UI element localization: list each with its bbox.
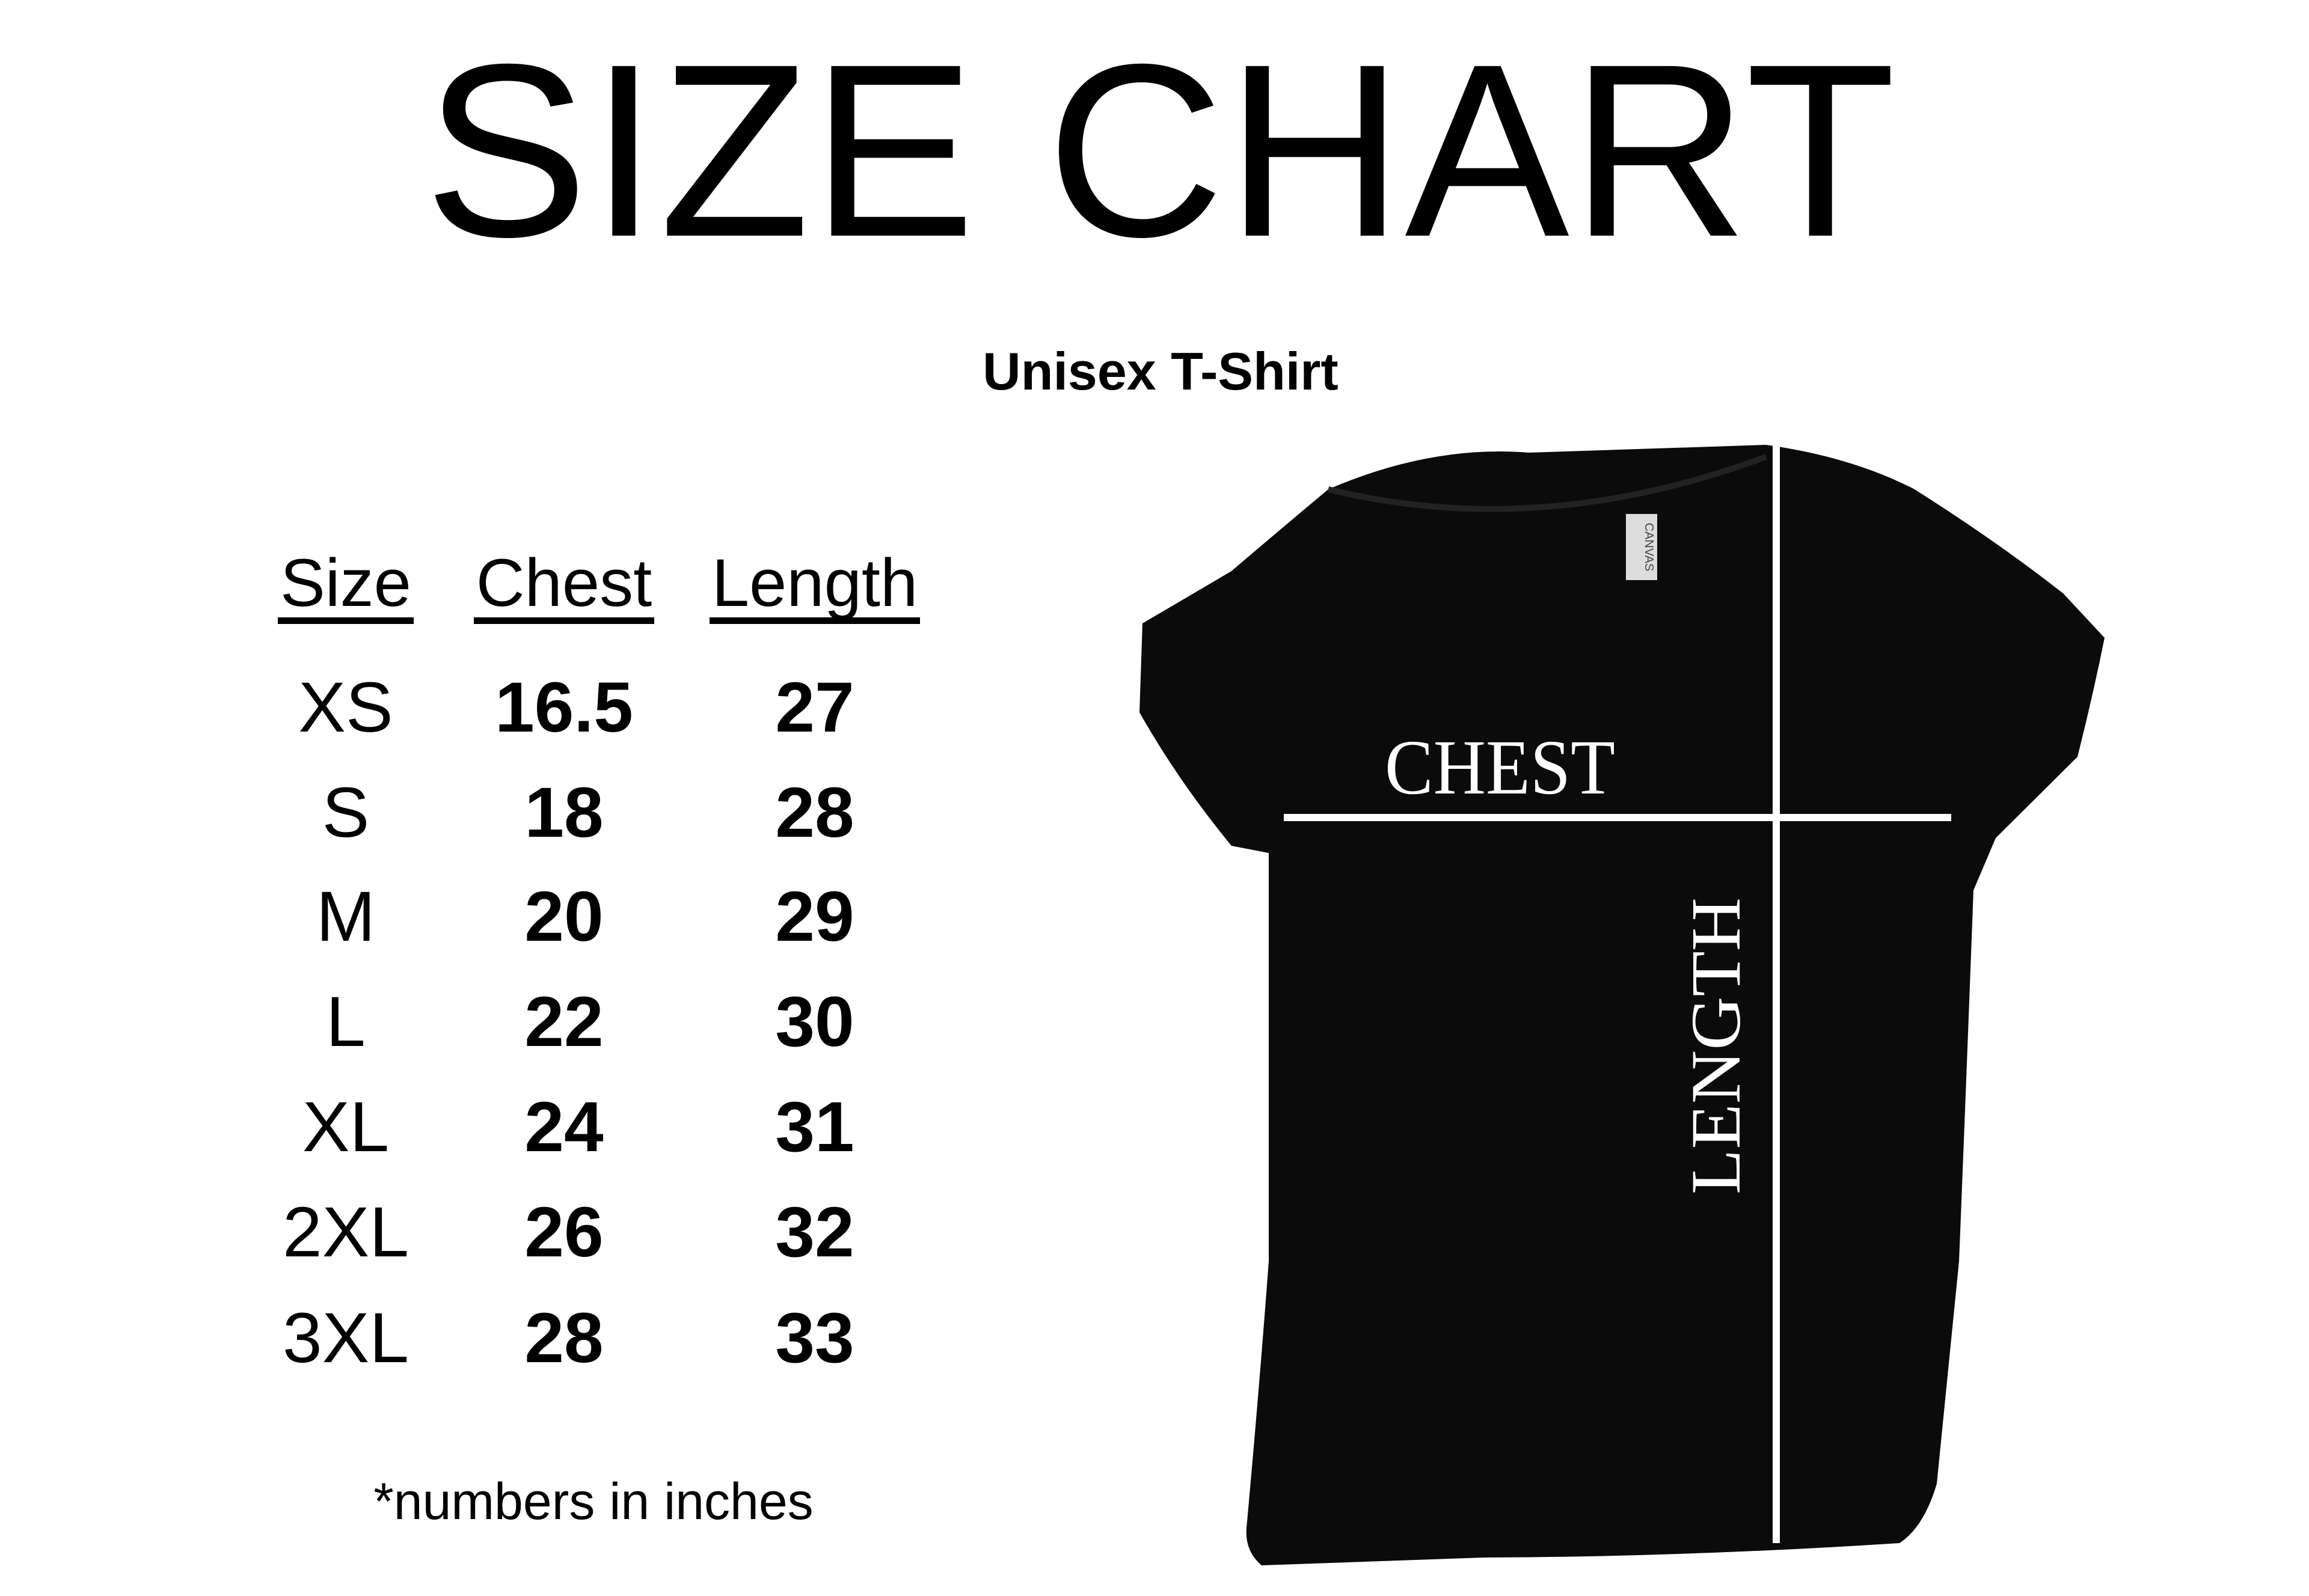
units-note: *numbers in inches: [373, 1473, 814, 1530]
chest-label: CHEST: [1385, 724, 1615, 811]
chest-measure-line: [1284, 814, 1951, 821]
chest-cell: 24: [524, 1087, 604, 1167]
neck-tag-text: CANVAS: [1642, 523, 1655, 572]
chest-cell: 20: [524, 877, 604, 956]
length-cell: 33: [775, 1298, 854, 1378]
header-length-label: Length: [709, 549, 921, 624]
length-cell: 28: [775, 773, 854, 852]
length-cell: 31: [775, 1087, 854, 1167]
size-cell: XL: [302, 1087, 390, 1167]
chest-cell: 22: [524, 982, 604, 1062]
neck-tag: [1626, 514, 1657, 580]
length-cell: 29: [775, 877, 854, 956]
size-cell: 2XL: [283, 1193, 409, 1272]
size-cell: 3XL: [283, 1298, 409, 1378]
length-cell: 32: [775, 1193, 854, 1272]
chest-cell: 16.5: [495, 668, 633, 747]
chest-cell: 18: [524, 773, 604, 852]
tshirt-shape: [1139, 445, 2105, 1565]
size-cell: L: [326, 982, 366, 1062]
size-cell: M: [316, 877, 376, 956]
size-cell: XS: [298, 668, 393, 747]
length-cell: 30: [775, 982, 854, 1062]
chest-cell: 26: [524, 1193, 604, 1272]
header-size-label: Size: [278, 549, 414, 624]
length-label: LENGTH: [1676, 897, 1755, 1194]
chest-cell: 28: [524, 1298, 604, 1378]
header-chest: Chest: [444, 544, 684, 624]
header-length: Length: [695, 544, 935, 624]
length-measure-line: [1773, 445, 1780, 1543]
header-chest-label: Chest: [473, 549, 655, 624]
product-subtitle: Unisex T-Shirt: [983, 341, 1338, 401]
page-title: SIZE CHART: [424, 13, 1897, 288]
collar-shadow: [1327, 454, 1767, 512]
header-size: Size: [225, 544, 466, 624]
size-cell: S: [322, 773, 370, 852]
length-cell: 27: [775, 668, 854, 747]
